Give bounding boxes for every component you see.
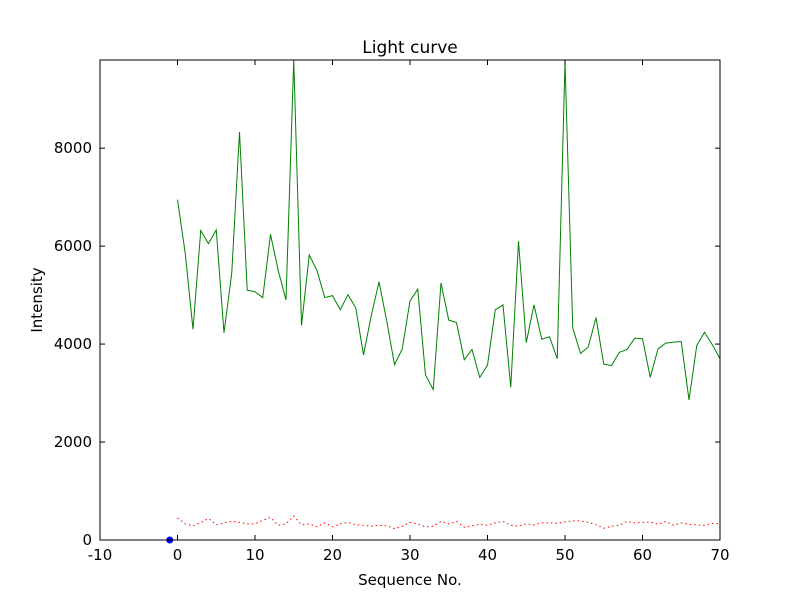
y-axis-label: Intensity — [28, 267, 46, 332]
x-tick-label: 30 — [400, 546, 419, 564]
x-tick-label: -10 — [88, 546, 113, 564]
y-tick-label: 2000 — [54, 433, 92, 451]
x-axis-label: Sequence No. — [358, 571, 462, 589]
x-tick-label: 20 — [323, 546, 342, 564]
y-tick-label: 8000 — [54, 139, 92, 157]
x-tick-label: 40 — [478, 546, 497, 564]
y-tick-label: 4000 — [54, 335, 92, 353]
x-tick-label: 50 — [555, 546, 574, 564]
x-tick-label: 60 — [633, 546, 652, 564]
x-tick-label: 10 — [245, 546, 264, 564]
y-tick-label: 6000 — [54, 237, 92, 255]
x-tick-label: 70 — [710, 546, 729, 564]
x-tick-label: 0 — [173, 546, 183, 564]
chart-title: Light curve — [362, 38, 457, 58]
plot-frame — [99, 59, 721, 541]
noise-series-line — [177, 515, 721, 530]
y-tick-label: 0 — [82, 531, 92, 549]
intensity-series-line — [177, 59, 721, 400]
